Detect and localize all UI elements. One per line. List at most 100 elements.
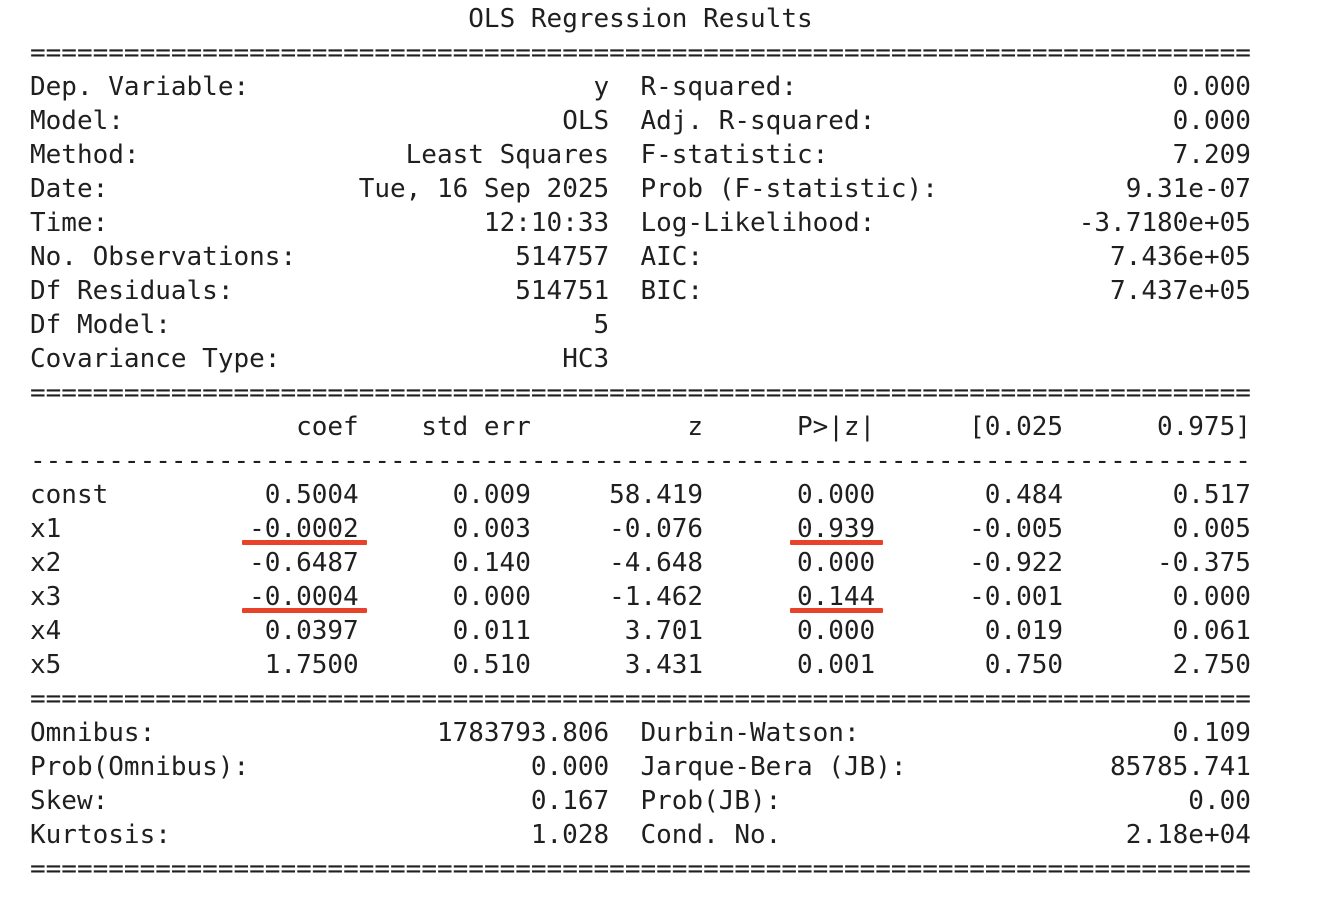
diag-value: 0.000 (530, 752, 610, 782)
p-value-cell: 0.000 (796, 616, 876, 646)
diag-value: 0.109 (1172, 718, 1251, 748)
info-value: Least Squares (405, 140, 610, 170)
diag-row-skew: Skew: 0.167 Prob(JB): 0.00 (30, 784, 1251, 818)
coef-cell: -0.0002 (171, 512, 359, 546)
ci-low-cell: -0.005 (969, 514, 1064, 544)
ci-high-cell: 0.005 (1172, 514, 1251, 544)
info-value: 7.437e+05 (1110, 276, 1251, 306)
z-cell: 58.419 (609, 480, 704, 510)
info-value (938, 342, 1251, 376)
param-name: x2 (30, 548, 62, 578)
diag-value: 2.18e+04 (1125, 820, 1251, 850)
info-label: F-statistic: (640, 140, 829, 170)
ci-low-cell: 0.484 (984, 480, 1064, 510)
ci-high-cell: 0.000 (1172, 582, 1251, 612)
param-name: const (30, 480, 109, 510)
coef-row-x5: x5 1.7500 0.510 3.431 0.001 0.750 2.750 (30, 648, 1251, 682)
divider-double-lower: ========================================… (30, 684, 1251, 714)
diag-label: Prob(Omnibus): (30, 752, 250, 782)
info-value: 9.31e-07 (1125, 174, 1251, 204)
ci-high-cell: 0.517 (1172, 480, 1251, 510)
column-gap (609, 104, 640, 138)
p-value-cell: 0.939 (703, 512, 875, 546)
info-value: 5 (593, 310, 610, 340)
diag-label: Cond. No. (640, 820, 782, 850)
info-label: Df Residuals: (30, 276, 234, 306)
info-label: Covariance Type: (30, 344, 281, 374)
info-label: No. Observations: (30, 242, 297, 272)
info-label (640, 342, 937, 376)
info-value: 0.000 (1172, 72, 1251, 102)
info-value: 7.436e+05 (1110, 242, 1251, 272)
diag-value: 1.028 (530, 820, 610, 850)
column-gap (609, 274, 640, 308)
divider-double-top: ========================================… (30, 38, 1251, 68)
param-name: x4 (30, 616, 62, 646)
report-title: OLS Regression Results (468, 4, 813, 34)
p-value-cell: 0.001 (796, 650, 876, 680)
column-gap (609, 138, 640, 172)
info-row-dep-variable: Dep. Variable: y R-squared: 0.000 (30, 70, 1251, 104)
ci-low-cell: 0.019 (984, 616, 1064, 646)
column-gap (609, 784, 640, 818)
header-ci-low: [0.025 (969, 412, 1064, 442)
info-value: 0.000 (1172, 106, 1251, 136)
info-label: Model: (30, 106, 124, 136)
column-gap (609, 342, 640, 376)
diag-value: 1783793.806 (436, 718, 610, 748)
header-z: z (687, 412, 704, 442)
divider-single: ----------------------------------------… (30, 446, 1251, 476)
header-p-value: P>|z| (796, 412, 876, 442)
coef-row-const: const 0.5004 0.009 58.419 0.000 0.484 0.517 (30, 478, 1251, 512)
info-value (938, 308, 1251, 342)
p-value-cell: 0.000 (796, 548, 876, 578)
header-ci-high: 0.975] (1156, 412, 1251, 442)
coef-cell: -0.6487 (249, 548, 359, 578)
column-gap (609, 206, 640, 240)
info-label: Date: (30, 174, 109, 204)
info-row-df-residuals: Df Residuals: 514751 BIC: 7.437e+05 (30, 274, 1251, 308)
ci-high-cell: 0.061 (1172, 616, 1251, 646)
header-name (30, 410, 171, 444)
info-row-method: Method: Least Squares F-statistic: 7.209 (30, 138, 1251, 172)
column-gap (609, 172, 640, 206)
info-row-df-model: Df Model: 5 (30, 308, 1251, 342)
coef-row-x1: x1 -0.0002 0.003 -0.076 0.939 -0.005 0.005 (30, 512, 1251, 546)
info-value: HC3 (562, 344, 610, 374)
std-err-cell: 0.009 (452, 480, 531, 510)
info-row-model: Model: OLS Adj. R-squared: 0.000 (30, 104, 1251, 138)
coef-cell: -0.0004 (171, 580, 359, 614)
p-value-cell: 0.144 (703, 580, 875, 614)
info-label: Dep. Variable: (30, 72, 250, 102)
column-gap (609, 70, 640, 104)
coef-cell: 0.5004 (264, 480, 359, 510)
info-row-date: Date: Tue, 16 Sep 2025 Prob (F-statistic):… (30, 172, 1251, 206)
info-value: OLS (562, 106, 610, 136)
red-underline-annotation: 0.939 (796, 514, 876, 544)
coef-cell: 1.7500 (264, 650, 359, 680)
diag-label: Durbin-Watson: (640, 718, 860, 748)
info-value: -3.7180e+05 (1078, 208, 1251, 238)
coef-row-x2: x2 -0.6487 0.140 -4.648 0.000 -0.922 -0.375 (30, 546, 1251, 580)
info-row-time: Time: 12:10:33 Log-Likelihood: -3.7180e+05 (30, 206, 1251, 240)
header-coef: coef (296, 412, 359, 442)
diag-value: 85785.741 (1110, 752, 1251, 782)
diag-label: Skew: (30, 786, 109, 816)
info-value: y (593, 72, 610, 102)
ci-high-cell: -0.375 (1156, 548, 1251, 578)
info-label: Prob (F-statistic): (640, 174, 938, 204)
info-label (640, 308, 937, 342)
coef-row-x3: x3 -0.0004 0.000 -1.462 0.144 -0.001 0.000 (30, 580, 1251, 614)
info-value: 12:10:33 (483, 208, 610, 238)
diag-label: Prob(JB): (640, 786, 782, 816)
std-err-cell: 0.140 (452, 548, 531, 578)
z-cell: 3.431 (624, 650, 704, 680)
std-err-cell: 0.510 (452, 650, 531, 680)
column-gap (609, 716, 640, 750)
red-underline-annotation: 0.144 (796, 582, 876, 612)
coef-row-x4: x4 0.0397 0.011 3.701 0.000 0.019 0.061 (30, 614, 1251, 648)
diag-value: 0.00 (1188, 786, 1251, 816)
info-value: 514751 (515, 276, 610, 306)
diag-row-omnibus: Omnibus: 1783793.806 Durbin-Watson: 0.109 (30, 716, 1251, 750)
